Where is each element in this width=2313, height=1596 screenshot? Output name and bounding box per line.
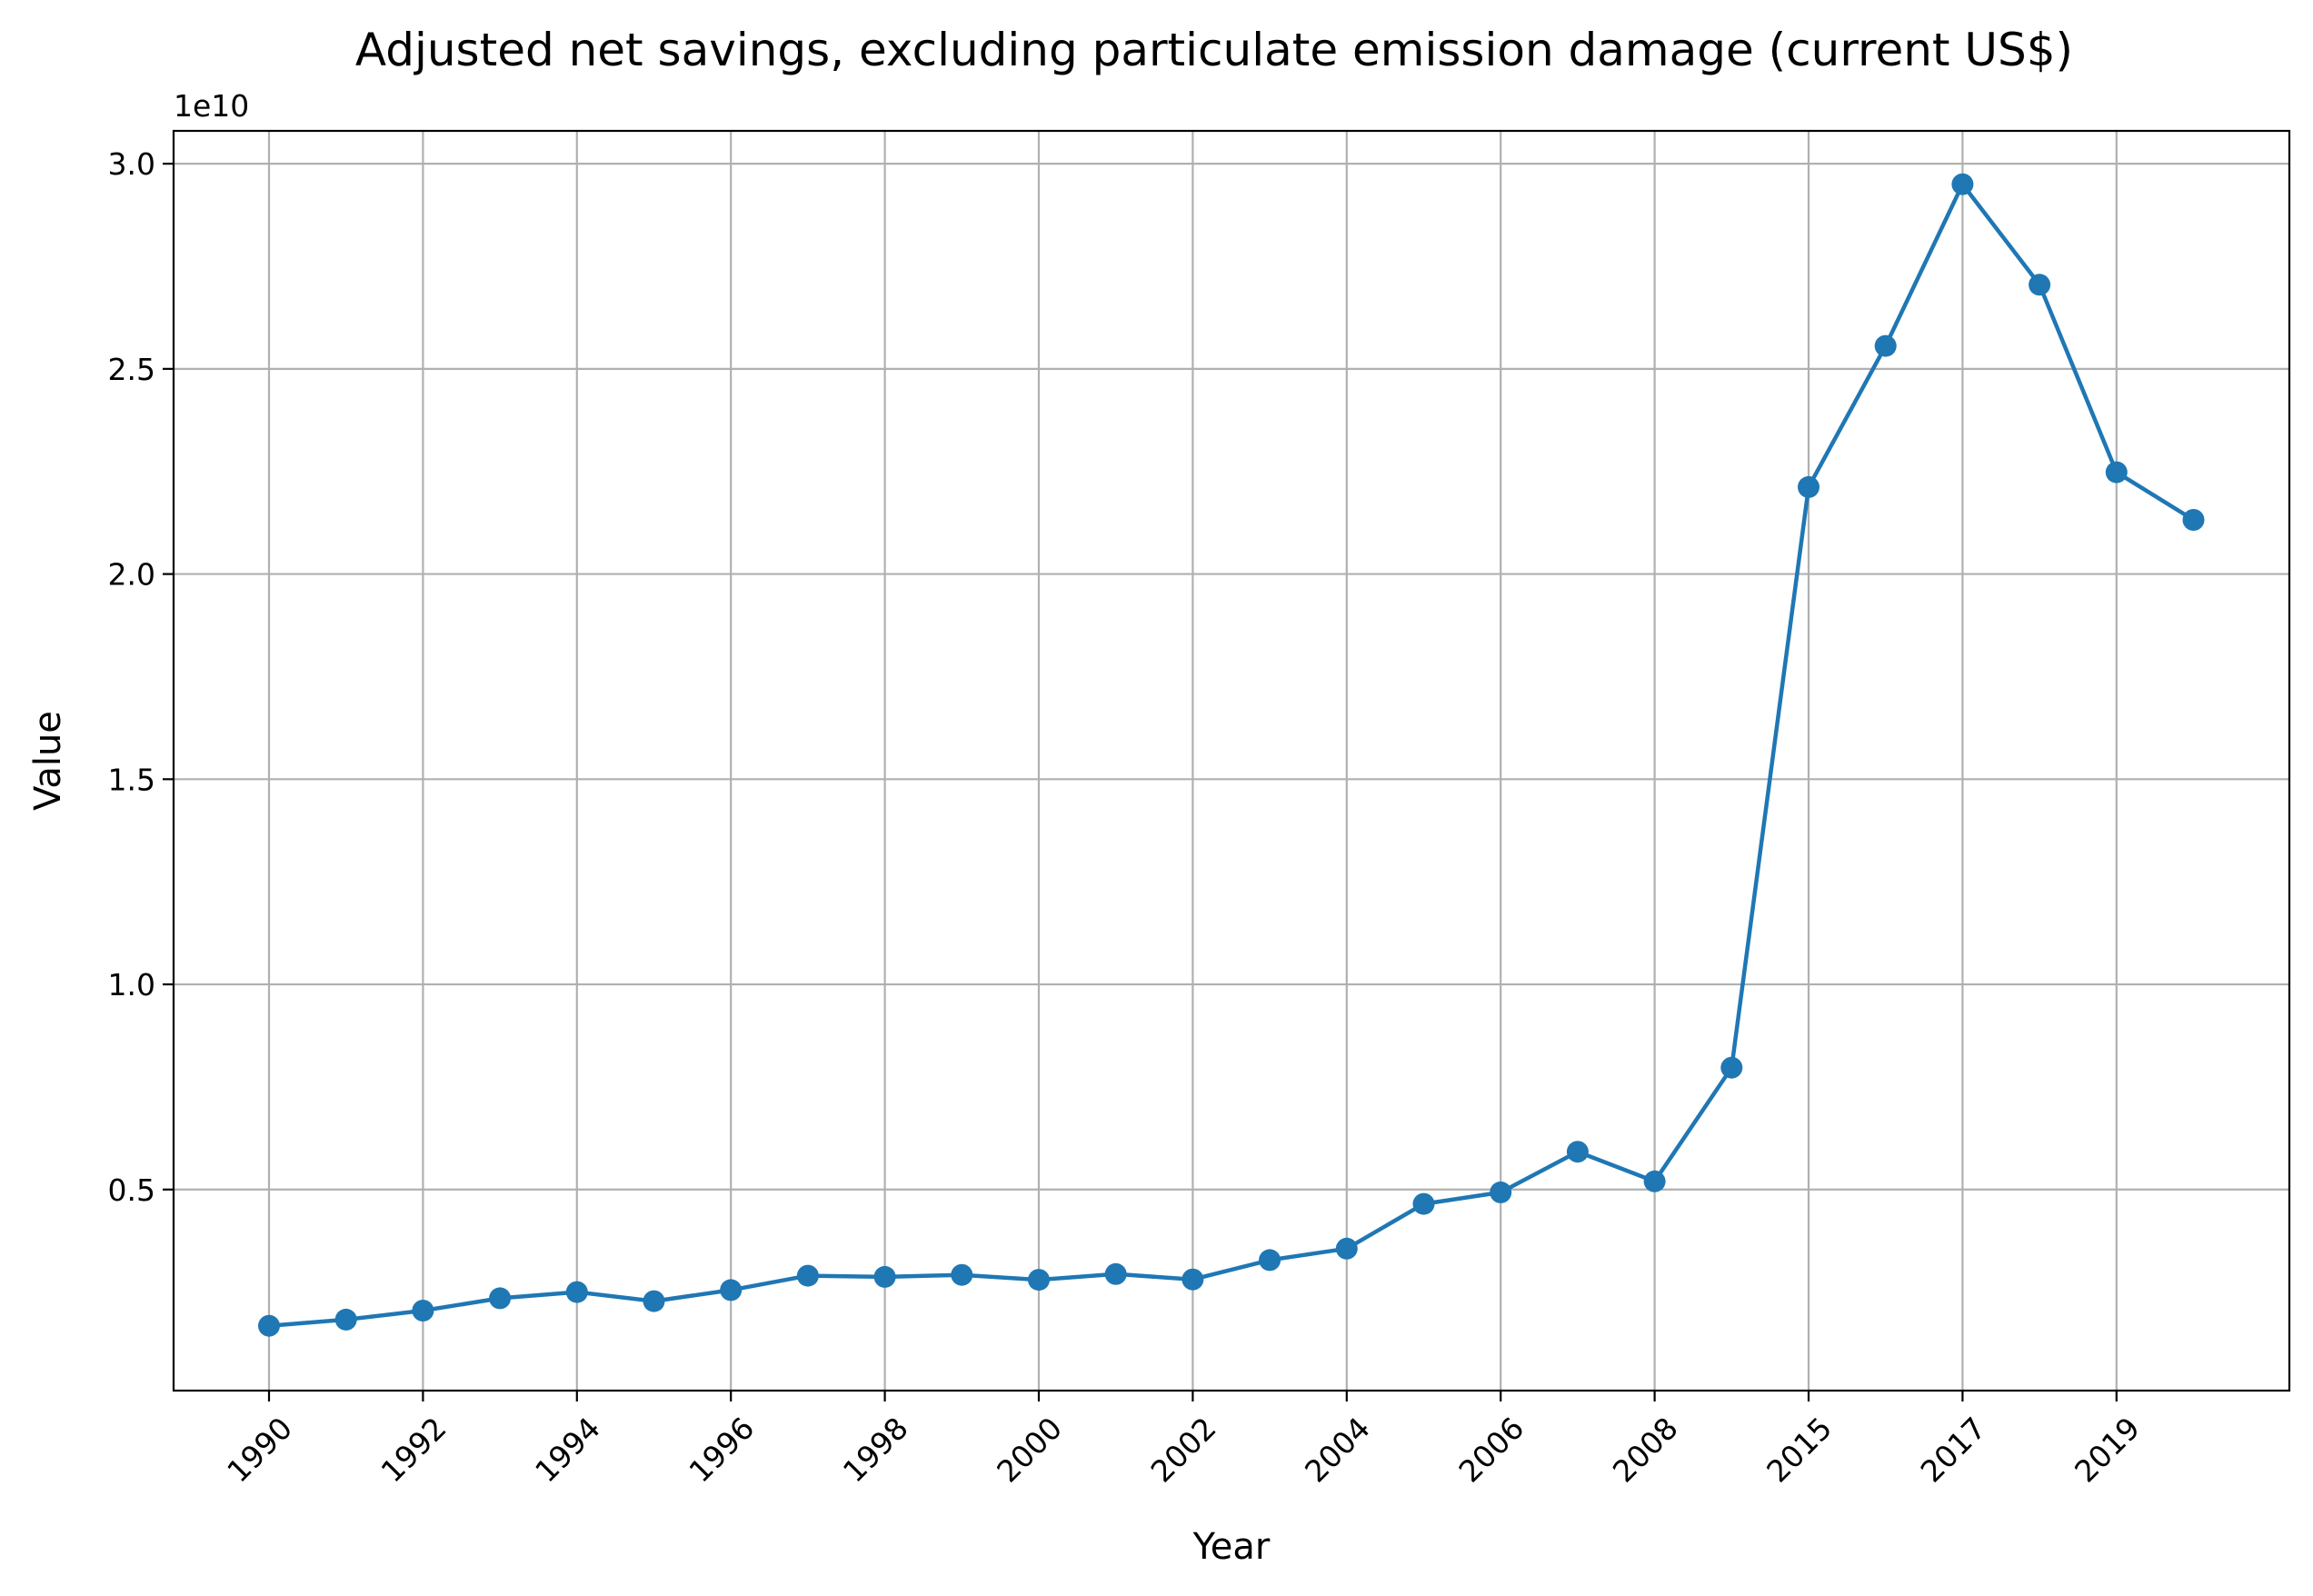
axes-frame (172, 129, 2291, 1392)
data-point (334, 1308, 357, 1331)
x-tick-label: 1994 (528, 1411, 607, 1490)
data-point (258, 1314, 280, 1337)
data-point (412, 1300, 434, 1322)
data-point (1490, 1181, 1512, 1203)
data-point (1259, 1249, 1281, 1272)
data-point (2105, 461, 2128, 484)
x-tick-label: 2019 (2068, 1411, 2147, 1490)
axis-ticks: 1990 1992 1994 1996 1998 2000 2002 2004 2006 2008… (108, 146, 2147, 1489)
y-axis-offset-label: 1e10 (174, 88, 249, 124)
x-tick-label: 2017 (1914, 1411, 1993, 1490)
y-tick-label: 0.5 (108, 1172, 155, 1208)
series-line (268, 182, 2195, 1328)
data-point (1412, 1192, 1435, 1215)
x-tick-label: 1990 (220, 1411, 299, 1490)
data-point (565, 1281, 588, 1303)
y-tick-label: 3.0 (108, 146, 155, 182)
data-point (720, 1279, 743, 1302)
data-point (873, 1265, 896, 1288)
data-point (1951, 173, 1974, 195)
y-tick-label: 1.5 (108, 762, 155, 797)
y-tick-label: 1.0 (108, 967, 155, 1002)
x-tick-label: 1996 (682, 1411, 761, 1490)
data-point (643, 1290, 665, 1312)
data-point (1104, 1262, 1127, 1285)
data-point (2182, 509, 2205, 531)
x-axis-label: Year (1192, 1526, 1271, 1568)
data-point (1643, 1170, 1666, 1192)
chart-title: Adjusted net savings, excluding particul… (355, 24, 2073, 76)
data-point (1028, 1269, 1050, 1292)
x-tick-label: 1998 (836, 1411, 915, 1490)
x-tick-label: 2004 (1298, 1411, 1377, 1490)
grid (174, 131, 2289, 1391)
data-point (1720, 1056, 1743, 1079)
x-tick-label: 1992 (374, 1411, 454, 1490)
data-point (1335, 1237, 1358, 1260)
x-tick-label: 2015 (1760, 1411, 1839, 1490)
y-axis-label: Value (27, 711, 69, 811)
data-point (1181, 1268, 1204, 1291)
x-tick-label: 2002 (1144, 1411, 1223, 1490)
y-tick-label: 2.5 (108, 352, 155, 387)
series-group (258, 173, 2205, 1337)
x-tick-label: 2006 (1451, 1411, 1530, 1490)
data-point (489, 1287, 512, 1310)
data-point (796, 1264, 819, 1287)
data-point (1566, 1141, 1589, 1163)
x-tick-label: 2008 (1606, 1411, 1685, 1490)
data-point (2029, 274, 2051, 296)
data-point (951, 1263, 973, 1286)
data-point (1798, 475, 1819, 498)
data-point (1874, 334, 1897, 357)
x-tick-label: 2000 (990, 1411, 1069, 1490)
y-tick-label: 2.0 (108, 557, 155, 593)
